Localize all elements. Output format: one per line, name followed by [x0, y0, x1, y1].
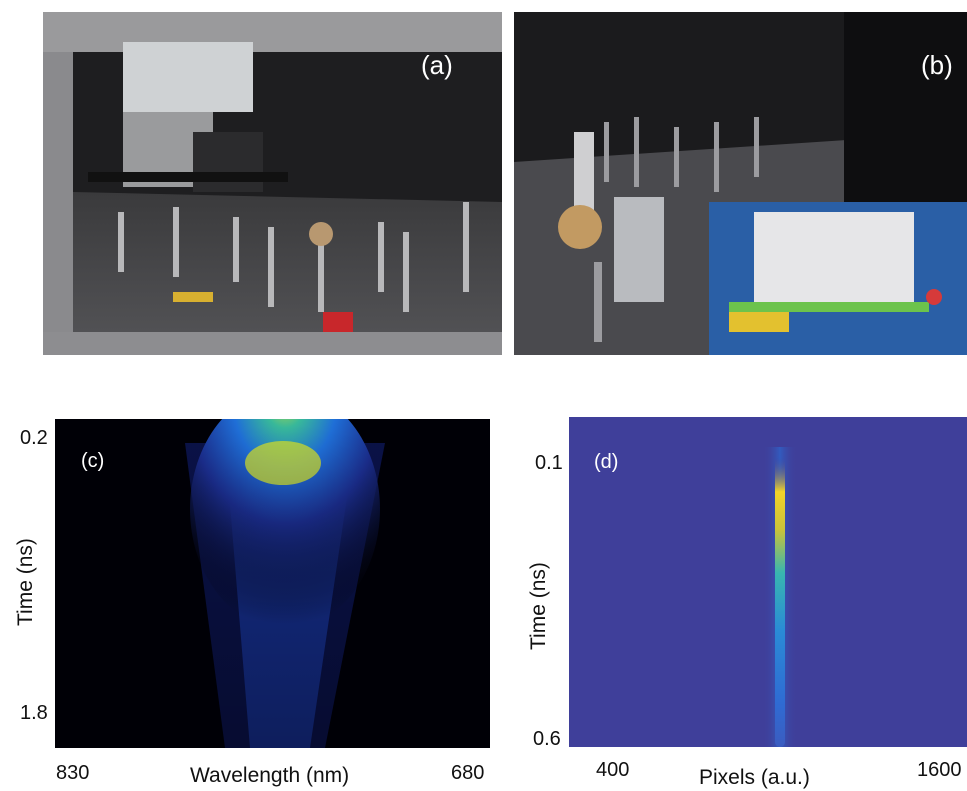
- photo-b-illustration: [514, 12, 967, 355]
- d-x-tick-left: 400: [596, 759, 630, 781]
- d-x-axis-label: Pixels (a.u.): [699, 766, 810, 789]
- d-y-tick-top: 0.1: [535, 452, 563, 474]
- panel-label-b: (b): [921, 50, 953, 80]
- photo-a-illustration: [43, 12, 502, 355]
- d-y-axis-label: Time (ns): [527, 562, 550, 650]
- panel-label-d: (d): [594, 451, 619, 473]
- heatmap-c: (c): [55, 419, 490, 748]
- d-x-tick-right: 1600: [917, 759, 962, 781]
- heatmap-c-image: [55, 419, 490, 748]
- panel-label-a: (a): [421, 50, 453, 80]
- c-x-tick-left: 830: [56, 762, 90, 784]
- c-x-tick-right: 680: [451, 762, 485, 784]
- heatmap-d-image: [763, 447, 797, 747]
- c-y-tick-bottom: 1.8: [20, 702, 48, 724]
- c-y-tick-top: 0.2: [20, 427, 48, 449]
- panel-label-c: (c): [81, 450, 105, 472]
- photo-b-lab-setup: (b): [514, 12, 967, 355]
- c-y-axis-label: Time (ns): [14, 538, 37, 626]
- heatmap-d: (d): [569, 417, 967, 747]
- c-x-axis-label: Wavelength (nm): [190, 764, 350, 787]
- d-y-tick-bottom: 0.6: [533, 728, 561, 750]
- photo-a-optical-setup: (a): [43, 12, 502, 355]
